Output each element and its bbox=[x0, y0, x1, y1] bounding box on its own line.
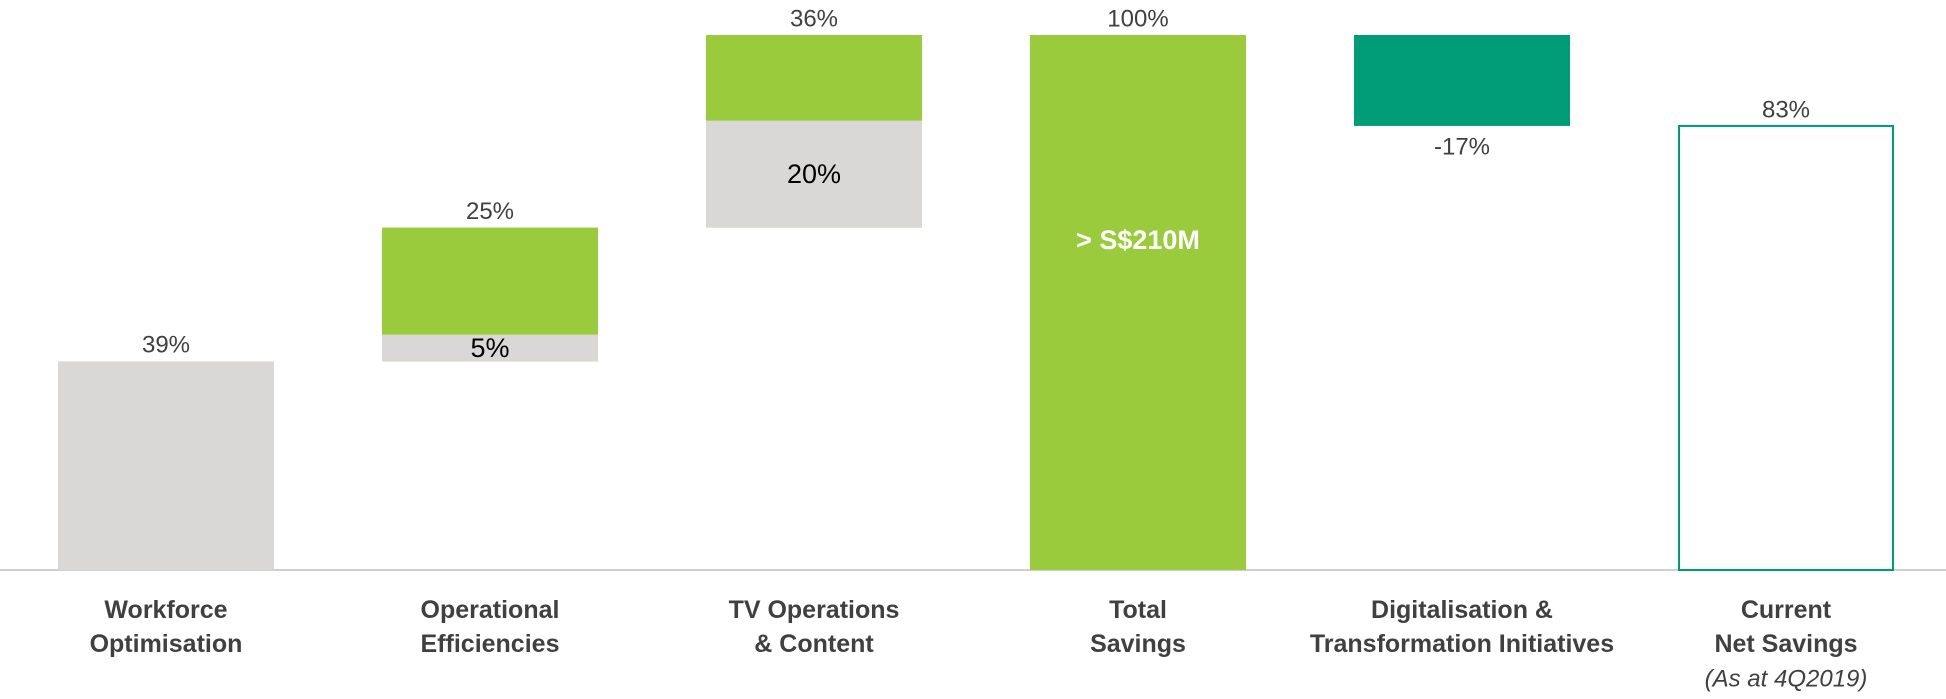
bar bbox=[1678, 124, 1894, 571]
x-tick-label: Workforce Optimisation bbox=[90, 596, 243, 658]
value-label: -17% bbox=[1434, 133, 1490, 160]
value-label: 36% bbox=[790, 5, 838, 32]
bar bbox=[1354, 35, 1570, 126]
category-note: (As at 4Q2019) bbox=[1705, 665, 1868, 692]
x-tick-label: TV Operations & Content bbox=[729, 596, 900, 658]
base-segment bbox=[382, 334, 598, 362]
base-value-label: 5% bbox=[470, 333, 509, 363]
x-tick-label: Operational Efficiencies bbox=[421, 596, 560, 658]
bar-annotation: > S$210M bbox=[1076, 225, 1200, 255]
x-tick-label: Current Net Savings bbox=[1714, 596, 1857, 658]
base-segment bbox=[706, 120, 922, 228]
value-label: 39% bbox=[142, 332, 190, 359]
base-value-label: 20% bbox=[787, 159, 841, 189]
value-label: 25% bbox=[466, 198, 514, 225]
value-label: 83% bbox=[1762, 96, 1810, 123]
x-tick-label: Digitalisation & Transformation Initiativ… bbox=[1310, 596, 1614, 658]
bar bbox=[58, 361, 274, 570]
x-tick-label: Total Savings bbox=[1090, 596, 1186, 658]
bar bbox=[1030, 35, 1246, 570]
value-label: 100% bbox=[1107, 5, 1168, 32]
